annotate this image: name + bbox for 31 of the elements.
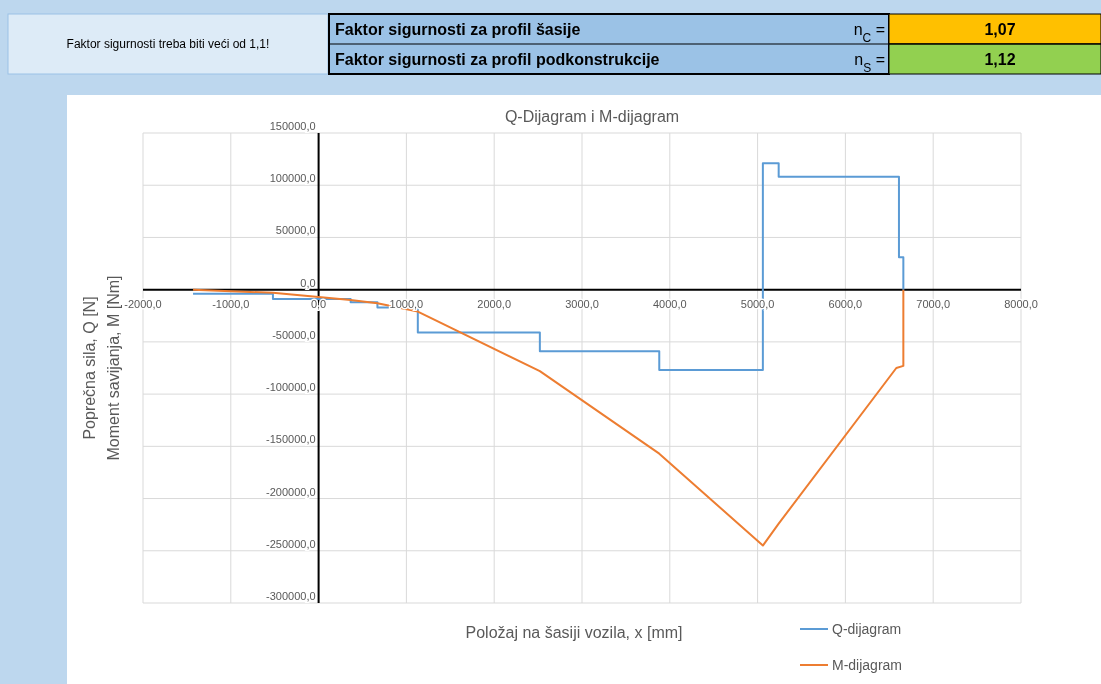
y-tick-label: -200000,0 [266, 485, 316, 498]
y-tick-label: 50000,0 [275, 224, 316, 237]
chart-title: Q-Dijagram i M-dijagram [504, 108, 680, 125]
y-axis-title: Poprečna sila, Q [N] Moment savijanja, M [Nm] [81, 275, 122, 461]
x-axis-title: Položaj na šasiji vozila, x [mm] [465, 624, 683, 641]
x-tick-label: 8000,0 [1004, 297, 1038, 310]
text: Faktor sigurnosti za profil podkonstrukcije [335, 51, 660, 68]
y-tick-label: 150000,0 [269, 120, 316, 132]
text: Faktor sigurnosti za profil šasije [335, 21, 581, 38]
y-tick-label: 100000,0 [269, 172, 316, 185]
x-tick-label: -2000,0 [124, 297, 162, 310]
legend-label: Q-dijagram [832, 621, 902, 637]
x-tick-label: -1000,0 [212, 297, 250, 310]
x-tick-label: 6000,0 [828, 297, 863, 310]
text: n$_{S}$ = [854, 51, 885, 75]
text: Faktor sigurnosti treba biti veći od 1,1! [66, 37, 270, 51]
x-tick-label: 4000,0 [652, 297, 687, 310]
x-tick-label: 7000,0 [916, 297, 951, 310]
legend-label: M-dijagram [832, 657, 903, 673]
y-tick-label: -250000,0 [266, 537, 316, 550]
y-tick-label: -150000,0 [266, 433, 316, 446]
x-tick-label: 3000,0 [565, 297, 599, 310]
text: n$_{C}$ = [853, 21, 885, 45]
text: 1,07 [984, 21, 1016, 38]
y-tick-label: -300000,0 [266, 590, 316, 602]
text: 1,12 [984, 51, 1016, 68]
x-tick-label: 1000,0 [389, 297, 424, 310]
y-tick-label: 0,0 [300, 276, 316, 289]
x-tick-label: 2000,0 [477, 297, 512, 310]
y-tick-label: -50000,0 [272, 328, 316, 341]
y-tick-label: -100000,0 [266, 381, 316, 394]
